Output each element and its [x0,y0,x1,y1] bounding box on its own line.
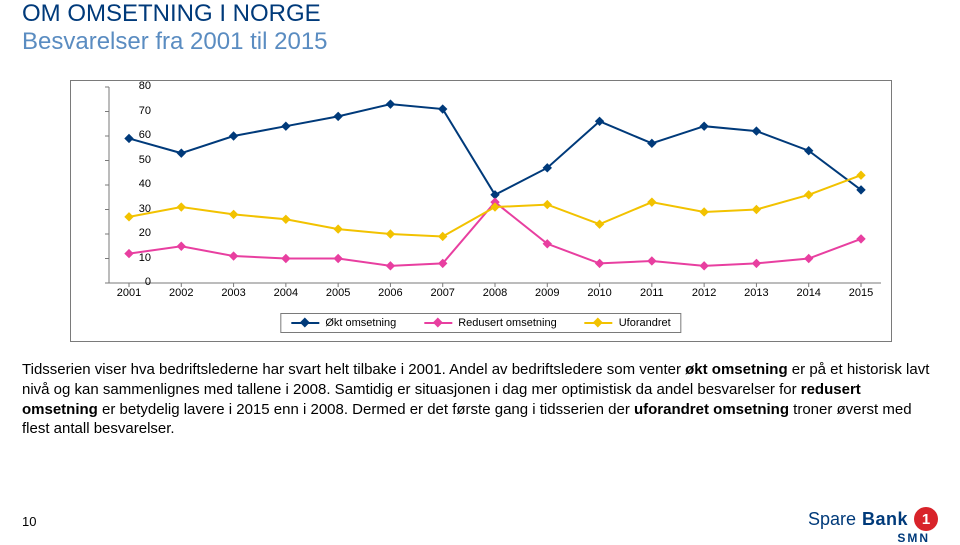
legend-marker-icon [433,318,443,328]
x-tick-label: 2015 [841,287,881,299]
title-line-1: OM OMSETNING I NORGE [22,0,321,28]
logo-text-bank: Bank [862,509,908,530]
x-tick-label: 2014 [789,287,829,299]
x-tick-label: 2011 [632,287,672,299]
y-tick-label: 40 [121,178,151,190]
chart-legend: Økt omsetning Redusert omsetning Uforandre… [280,313,681,333]
x-tick-label: 2003 [214,287,254,299]
x-tick-label: 2006 [370,287,410,299]
legend-item: Redusert omsetning [424,317,556,329]
chart-container: Økt omsetning Redusert omsetning Uforandre… [70,80,892,342]
legend-item: Uforandret [585,317,671,329]
x-tick-label: 2005 [318,287,358,299]
slide-page: OM OMSETNING I NORGE Besvarelser fra 200… [0,0,960,545]
x-tick-label: 2008 [475,287,515,299]
logo-sub: SMN [897,531,930,545]
chart-svg [109,87,881,283]
legend-item: Økt omsetning [291,317,396,329]
body-text-1: Tidsserien viser hva bedriftslederne har… [22,361,685,378]
y-tick-label: 60 [121,129,151,141]
y-tick-label: 10 [121,252,151,264]
x-tick-label: 2004 [266,287,306,299]
sparebank-logo: Spare Bank 1 [808,507,938,531]
legend-marker-icon [593,318,603,328]
legend-label: Redusert omsetning [458,317,556,329]
body-text-3b: uforandret omsetning [634,401,789,418]
logo-text-spare: Spare [808,509,856,530]
y-tick-label: 80 [121,80,151,92]
y-tick-label: 70 [121,105,151,117]
x-tick-label: 2013 [736,287,776,299]
body-text-3: er betydelig lavere i 2015 enn i 2008. D… [98,401,634,418]
chart-plot-area [109,87,881,283]
y-tick-label: 20 [121,227,151,239]
x-tick-label: 2002 [161,287,201,299]
body-text-1b: økt omsetning [685,361,788,378]
x-tick-label: 2007 [423,287,463,299]
legend-marker-icon [300,318,310,328]
legend-line-icon [424,322,452,324]
y-tick-label: 30 [121,203,151,215]
title-line-2: Besvarelser fra 2001 til 2015 [22,28,328,56]
description-paragraph: Tidsserien viser hva bedriftslederne har… [22,360,938,439]
legend-line-icon [585,322,613,324]
logo-badge: 1 [914,507,938,531]
x-tick-label: 2012 [684,287,724,299]
page-number: 10 [22,514,36,529]
legend-label: Økt omsetning [325,317,396,329]
legend-label: Uforandret [619,317,671,329]
x-tick-label: 2001 [109,287,149,299]
y-tick-label: 50 [121,154,151,166]
legend-line-icon [291,322,319,324]
x-tick-label: 2009 [527,287,567,299]
x-tick-label: 2010 [580,287,620,299]
